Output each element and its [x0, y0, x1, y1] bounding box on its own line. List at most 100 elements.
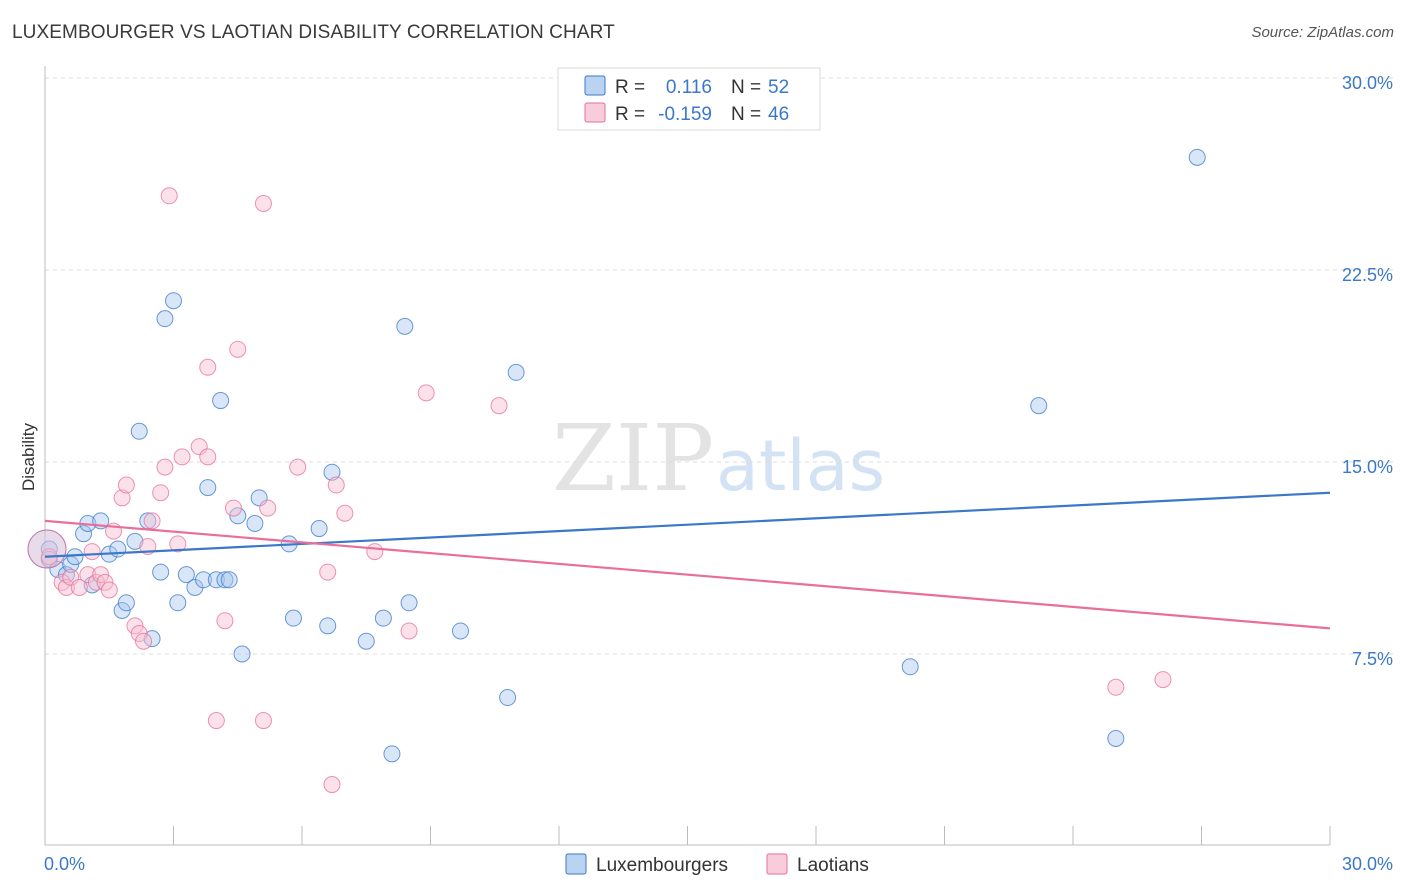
chart-title: LUXEMBOURGER VS LAOTIAN DISABILITY CORRE… [12, 22, 615, 43]
trend-lines [44, 491, 1331, 630]
point-luxembourgers [220, 571, 238, 589]
point-luxembourgers [1107, 729, 1125, 747]
point-laotians [224, 499, 242, 517]
point-luxembourgers [319, 617, 337, 635]
point-laotians [216, 612, 234, 630]
point-laotians [259, 499, 277, 517]
point-luxembourgers [310, 520, 328, 538]
point-laotians [254, 712, 272, 730]
series-legend-laotians: Laotians [797, 855, 869, 876]
point-laotians [152, 484, 170, 502]
point-laotians [156, 458, 174, 476]
x-tick-label: 0.0% [44, 854, 85, 874]
point-laotians [70, 578, 88, 596]
point-luxembourgers [75, 525, 93, 543]
watermark-zip: ZIP [552, 405, 714, 512]
point-laotians [113, 489, 131, 507]
point-laotians [92, 566, 110, 584]
point-laotians [229, 340, 247, 358]
point-laotians [130, 625, 148, 643]
point-laotians [96, 573, 114, 591]
point-luxembourgers [357, 632, 375, 650]
point-laotians [87, 573, 105, 591]
watermark: ZIP atlas [552, 405, 885, 512]
point-luxembourgers [246, 514, 264, 532]
y-tick-label: 7.5% [1352, 649, 1393, 669]
point-luxembourgers [130, 422, 148, 440]
point-laotians [57, 578, 75, 596]
point-luxembourgers [396, 317, 414, 335]
point-luxembourgers [1030, 397, 1048, 415]
legend-r-label-1: R = [615, 77, 645, 98]
grid [45, 77, 1394, 655]
point-luxembourgers [199, 479, 217, 497]
point-luxembourgers [383, 745, 401, 763]
series-legend: Luxembourgers Laotians [565, 853, 869, 876]
stats-legend: R = 0.116 N = 52 R = -0.159 N = 46 [557, 67, 821, 131]
point-laotians [1154, 671, 1172, 689]
legend-r-value-2: -0.159 [658, 104, 712, 125]
point-laotians [126, 617, 144, 635]
point-laotians [327, 476, 345, 494]
point-laotians [490, 397, 508, 415]
point-luxembourgers [126, 532, 144, 550]
series-legend-swatch-luxembourgers [565, 853, 587, 875]
point-luxembourgers [109, 540, 127, 558]
series-legend-swatch-laotians [766, 853, 788, 875]
point-laotians [323, 776, 341, 794]
point-laotians [143, 512, 161, 530]
point-luxembourgers [152, 563, 170, 581]
point-luxembourgers [207, 571, 225, 589]
legend-n-value-2: 46 [768, 104, 789, 125]
point-luxembourgers [229, 507, 247, 525]
trend-line-laotians [44, 519, 1331, 630]
point-luxembourgers [212, 392, 230, 410]
y-tick-label: 15.0% [1342, 457, 1393, 477]
y-tick-label: 30.0% [1342, 73, 1393, 93]
point-laotians [135, 632, 153, 650]
point-luxembourgers [499, 689, 517, 707]
legend-swatch-luxembourgers [584, 75, 606, 96]
point-luxembourgers [901, 658, 919, 676]
legend-n-value-1: 52 [768, 77, 789, 98]
data-points [27, 148, 1206, 794]
point-laotians [83, 543, 101, 561]
point-luxembourgers [194, 571, 212, 589]
point-luxembourgers [284, 609, 302, 627]
point-luxembourgers [169, 594, 187, 612]
point-luxembourgers [400, 594, 418, 612]
legend-n-label-1: N = [731, 77, 761, 98]
point-luxembourgers [233, 645, 251, 663]
point-laotians [207, 712, 225, 730]
point-luxembourgers [507, 363, 525, 381]
trend-line-luxembourgers [44, 491, 1331, 558]
point-laotians [254, 194, 272, 212]
point-luxembourgers [49, 561, 67, 579]
point-luxembourgers [66, 548, 84, 566]
legend-n-label-2: N = [731, 104, 761, 125]
point-laotians [400, 622, 418, 640]
point-luxembourgers [374, 609, 392, 627]
point-laotians [169, 535, 187, 553]
y-axis-label: Disability [19, 422, 38, 491]
point-laotians [173, 448, 191, 466]
source-label: Source: ZipAtlas.com [1251, 24, 1394, 41]
legend-r-value-1: 0.116 [666, 77, 712, 98]
watermark-atlas: atlas [716, 425, 885, 507]
point-laotians [366, 543, 384, 561]
point-luxembourgers [216, 571, 234, 589]
point-laotians [417, 384, 435, 402]
legend-r-label-2: R = [615, 104, 645, 125]
point-luxembourgers [165, 292, 182, 310]
point-laotians [27, 529, 67, 569]
point-luxembourgers [117, 594, 135, 612]
point-laotians [100, 581, 118, 599]
point-laotians [289, 458, 307, 476]
point-luxembourgers [1188, 148, 1206, 166]
point-laotians [336, 504, 354, 522]
y-tick-label: 22.5% [1342, 265, 1393, 285]
series-legend-luxembourgers: Luxembourgers [596, 855, 728, 876]
point-luxembourgers [156, 310, 174, 328]
x-tick-label: 30.0% [1342, 854, 1393, 874]
